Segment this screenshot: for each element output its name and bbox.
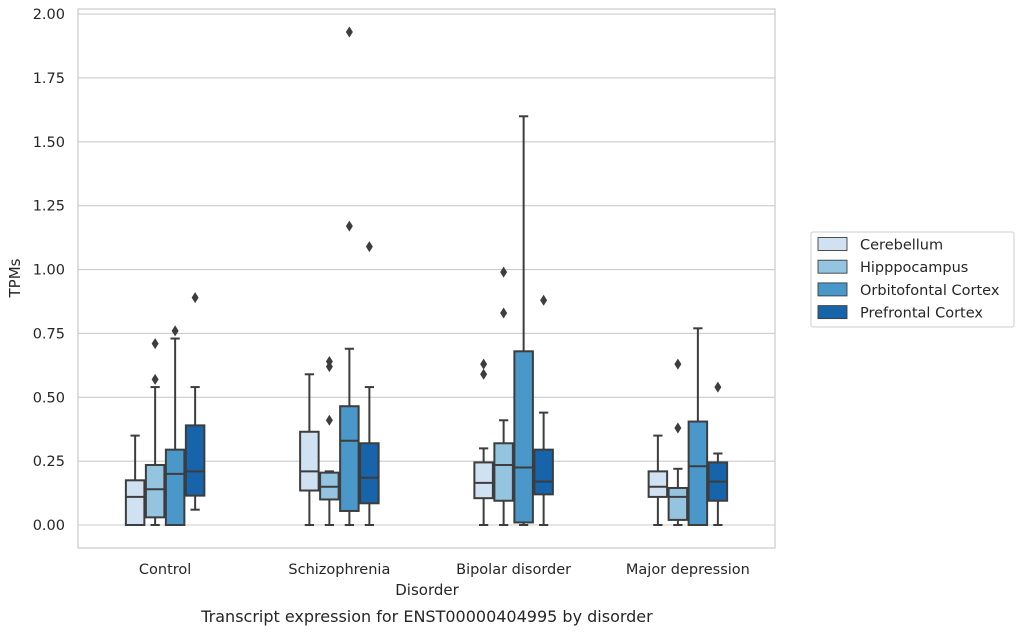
outlier-point	[345, 220, 353, 232]
y-tick-label: 1.25	[33, 199, 65, 215]
box-iqr	[144, 463, 166, 519]
plot-frame	[77, 8, 776, 549]
legend-items: Cerebellum Hipppocampus Orbitofontal Corte…	[817, 237, 1000, 322]
x-tick-label: Major depression	[626, 562, 750, 578]
y-tick-label: 0.50	[33, 390, 65, 406]
x-tick-label: Schizophrenia	[288, 562, 390, 578]
outlier-point	[345, 26, 353, 38]
outlier-point	[151, 338, 159, 350]
x-axis-ticks: Control Schizophrenia Bipolar disorder Majo…	[139, 562, 750, 578]
box-iqr	[667, 486, 689, 521]
series-group	[164, 26, 709, 527]
box-iqr	[473, 461, 494, 500]
outlier-point	[500, 266, 508, 278]
series-group	[184, 241, 729, 527]
legend-swatch	[817, 282, 848, 297]
outlier-point	[714, 381, 722, 393]
y-tick-label: 2.00	[33, 7, 65, 23]
grid-lines	[78, 13, 775, 526]
y-axis-ticks: 0.00 0.25 0.50 0.75 1.00 1.25 1.50 1.75 2.00	[33, 7, 65, 534]
box-iqr	[184, 424, 206, 497]
legend-box	[810, 231, 1015, 328]
outlier-point	[171, 325, 179, 337]
outlier-point	[500, 307, 508, 319]
legend-swatch	[817, 237, 848, 251]
y-axis-label: TPMs	[6, 258, 24, 298]
legend: Cerebellum Hipppocampus Orbitofontal Corte…	[810, 231, 1015, 328]
box-iqr	[359, 442, 380, 505]
x-tick-label: Control	[139, 562, 191, 578]
y-tick-label: 1.00	[33, 263, 65, 279]
box-layer	[124, 26, 729, 527]
outlier-point	[191, 292, 199, 304]
legend-label: Orbitofontal Cortex	[860, 283, 1000, 299]
x-tick-label: Bipolar disorder	[456, 562, 571, 578]
outlier-point	[151, 373, 159, 385]
outlier-point	[540, 294, 548, 306]
outlier-point	[365, 241, 373, 253]
chart-caption: Transcript expression for ENST0000040499…	[200, 607, 653, 626]
box-iqr	[164, 448, 186, 527]
y-tick-label: 1.75	[33, 71, 65, 87]
y-tick-label: 1.50	[33, 135, 65, 151]
legend-label: Hipppocampus	[860, 260, 968, 276]
legend-swatch	[817, 305, 848, 320]
legend-label: Prefrontal Cortex	[860, 306, 983, 322]
y-tick-label: 0.75	[33, 326, 65, 342]
box-iqr	[687, 420, 709, 527]
series-group	[144, 266, 689, 527]
box-iqr	[533, 448, 554, 496]
box-iqr	[339, 405, 360, 512]
box-iqr	[299, 430, 320, 492]
y-tick-label: 0.25	[33, 454, 65, 470]
box-iqr	[493, 442, 514, 502]
legend-label: Cerebellum	[860, 238, 943, 254]
outlier-point	[674, 358, 682, 370]
outlier-point	[480, 358, 488, 370]
box-iqr	[124, 479, 146, 527]
legend-swatch	[817, 259, 848, 274]
outlier-point	[325, 356, 333, 368]
x-axis-label: Disorder	[395, 581, 459, 599]
outlier-point	[480, 368, 488, 380]
series-group	[124, 358, 669, 527]
outlier-point	[325, 414, 333, 426]
y-tick-label: 0.00	[33, 518, 65, 534]
box-iqr	[647, 470, 669, 498]
outlier-point	[674, 422, 682, 434]
box-iqr	[513, 350, 534, 524]
